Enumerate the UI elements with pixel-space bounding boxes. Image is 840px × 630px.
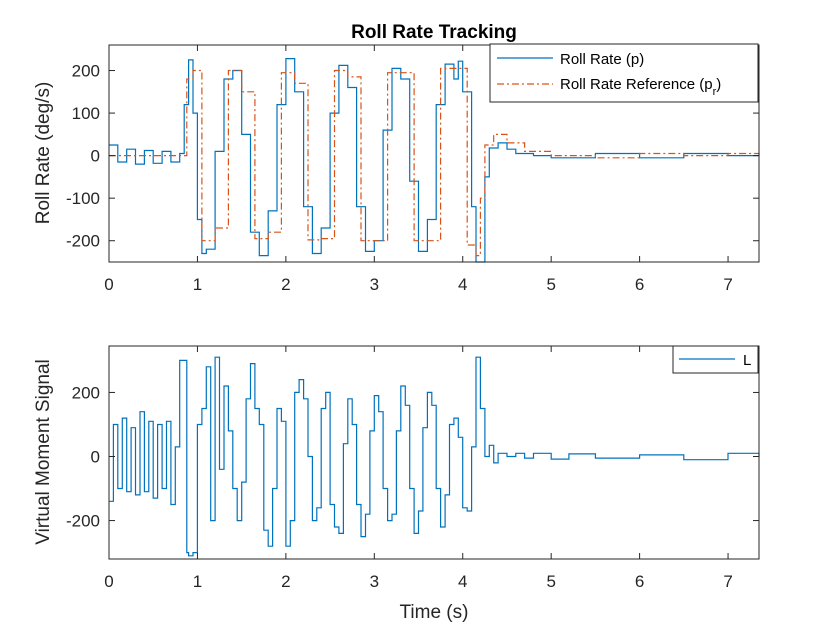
series-line-roll-rate-p xyxy=(109,58,759,263)
x-tick-label: 6 xyxy=(635,275,644,294)
x-tick-label: 7 xyxy=(723,572,732,591)
y-tick-label: -100 xyxy=(66,189,100,208)
y-tick-label: -200 xyxy=(66,232,100,251)
y-axis-label-bottom: Virtual Moment Signal xyxy=(33,359,54,545)
legend-label-L: L xyxy=(743,352,751,369)
chart-title: Roll Rate Tracking xyxy=(351,22,517,43)
y-tick-label: -200 xyxy=(66,512,100,531)
plot-area-bottom xyxy=(109,346,759,559)
axes-box-top xyxy=(108,44,760,263)
x-tick-label: 0 xyxy=(104,275,113,294)
x-axis-label: Time (s) xyxy=(400,602,469,623)
y-tick-label: 200 xyxy=(72,383,100,402)
x-tick-label: 2 xyxy=(281,275,290,294)
x-tick-label: 5 xyxy=(546,275,555,294)
series-line-roll-rate-reference-pr xyxy=(109,67,760,257)
y-axis-label-top: Roll Rate (deg/s) xyxy=(33,82,54,225)
y-tick-label: 0 xyxy=(91,448,100,467)
y-tick-label: 0 xyxy=(91,147,100,166)
axes-box-bottom xyxy=(108,345,760,560)
legend-bottom: L xyxy=(672,345,759,374)
x-tick-label: 3 xyxy=(370,275,379,294)
y-tick-label: 100 xyxy=(72,104,100,123)
legend-label-reference: Roll Rate Reference (pr) xyxy=(560,76,721,98)
legend-label-roll-rate: Roll Rate (p) xyxy=(560,51,644,68)
subplot-roll-rate: Roll Rate Tracking 0 1 2 3 4 5 6 7 -200 -100 0 100… xyxy=(33,22,760,294)
legend-box-top xyxy=(489,43,759,103)
x-tick-label: 1 xyxy=(193,572,202,591)
x-tick-label: 4 xyxy=(458,275,467,294)
x-tick-label: 1 xyxy=(193,275,202,294)
y-tick-label: 200 xyxy=(72,62,100,81)
x-tick-label: 4 xyxy=(458,572,467,591)
x-tick-label: 3 xyxy=(370,572,379,591)
x-tick-label: 0 xyxy=(104,572,113,591)
x-tick-label: 7 xyxy=(723,275,732,294)
legend-top: Roll Rate (p) Roll Rate Reference (pr) xyxy=(489,43,759,103)
series-line-l xyxy=(109,356,760,557)
x-tick-label: 2 xyxy=(281,572,290,591)
x-tick-label: 6 xyxy=(635,572,644,591)
x-tick-label: 5 xyxy=(546,572,555,591)
